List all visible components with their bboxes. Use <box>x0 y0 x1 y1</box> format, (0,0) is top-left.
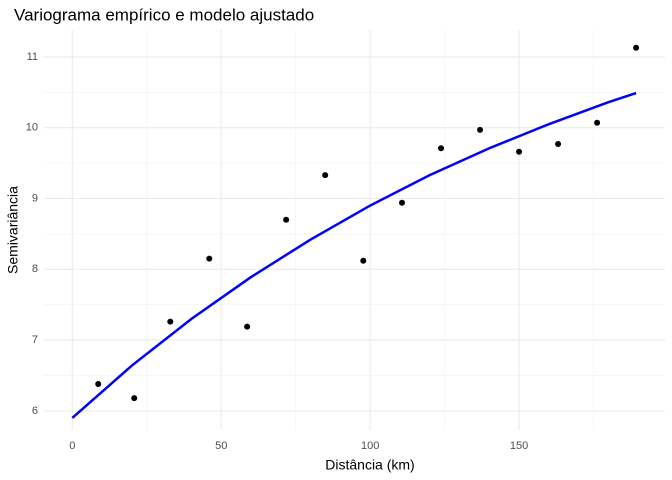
y-tick-label: 6 <box>32 405 38 417</box>
point <box>399 199 406 206</box>
point <box>516 148 523 155</box>
point <box>283 216 290 223</box>
point <box>244 323 251 330</box>
y-tick-label: 7 <box>32 334 38 346</box>
point <box>131 395 138 402</box>
y-axis-label: Semivariância <box>5 186 21 274</box>
point <box>360 257 367 264</box>
chart-title: Variograma empírico e modelo ajustado <box>14 5 314 24</box>
point <box>633 44 640 51</box>
point <box>477 126 484 133</box>
point <box>206 255 213 262</box>
x-tick-label: 50 <box>215 440 227 452</box>
x-axis-label: Distância (km) <box>325 457 414 473</box>
x-tick-label: 150 <box>510 440 528 452</box>
x-tick-label: 0 <box>69 440 75 452</box>
fit-line <box>71 91 637 419</box>
x-tick-label: 100 <box>361 440 379 452</box>
point <box>167 318 174 325</box>
point <box>555 140 562 147</box>
point <box>95 380 102 387</box>
point <box>594 119 601 126</box>
y-tick-label: 11 <box>27 51 38 63</box>
point <box>438 145 445 152</box>
y-tick-label: 8 <box>32 263 38 275</box>
point <box>322 172 329 179</box>
y-tick-label: 10 <box>26 122 38 134</box>
y-tick-label: 9 <box>32 192 38 204</box>
